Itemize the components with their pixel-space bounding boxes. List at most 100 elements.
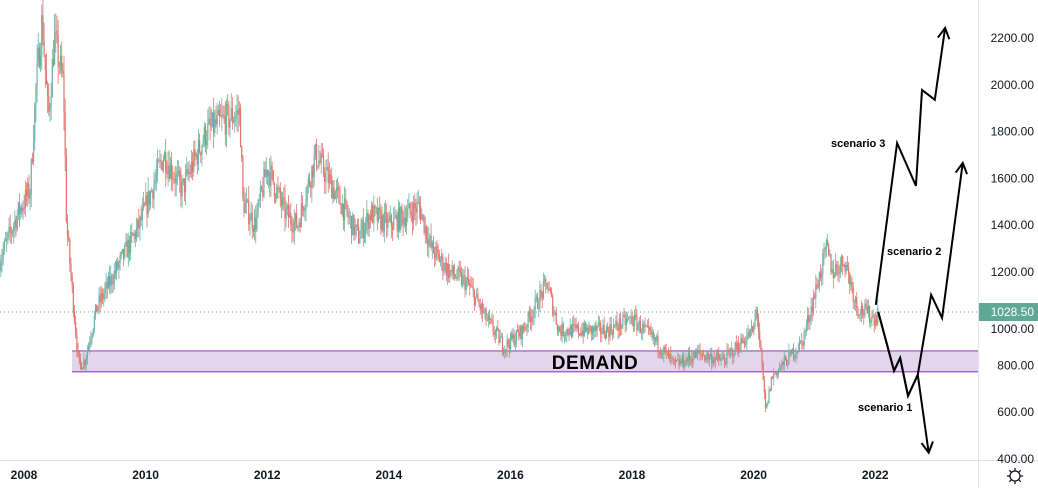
candle [644,317,646,333]
candle [386,204,388,238]
candle [373,195,375,232]
demand-zone[interactable] [72,350,979,372]
candle [607,322,609,333]
y-tick-label: 2200.00 [991,31,1035,45]
candle [410,201,412,222]
candle [697,345,699,361]
candle [262,177,264,202]
candle [835,252,837,277]
candle [624,311,626,333]
candle [500,332,502,338]
candle [22,200,24,220]
candle [844,261,846,278]
candle [532,309,534,326]
candle [593,325,595,340]
candle [803,327,805,352]
candle [861,303,864,319]
candle [464,266,466,298]
candle [365,216,367,244]
candle [348,208,350,225]
candle [498,328,500,346]
candle [355,224,357,238]
candle [575,317,577,333]
candle [203,121,205,148]
candle [531,308,533,332]
candle [805,319,808,336]
candle [615,315,617,330]
candle [242,154,244,202]
candle [127,232,129,267]
candle [28,174,30,204]
candle [151,187,153,193]
candle [44,54,46,88]
candle [321,142,323,158]
candle [117,257,119,271]
candle [462,268,464,289]
candle [477,287,479,302]
candle [724,353,726,369]
candle [849,271,851,295]
candle [460,266,463,287]
candle [670,346,672,366]
candle [770,376,772,391]
price-axis[interactable] [978,0,1038,488]
candle [45,52,48,85]
candle [289,204,291,218]
candle [175,166,177,197]
x-tick-label: 2016 [497,468,524,482]
candle [277,176,279,199]
candle [66,214,69,246]
candle [72,282,74,318]
candle [84,358,86,371]
candle [782,361,784,370]
candle [349,211,352,229]
scenario-1-arrow[interactable] [877,311,930,453]
candle [524,321,526,333]
candle [811,298,813,321]
y-tick-label: 1400.00 [991,218,1035,232]
candle [48,83,50,117]
candle [787,359,789,370]
candle [98,287,100,315]
candle [871,310,873,327]
candle [188,160,190,183]
candle [328,162,331,190]
candle [870,317,872,329]
candle [496,325,498,339]
candle [685,352,687,367]
candle [326,158,328,171]
candle [139,215,141,241]
candle [195,151,197,160]
candle [438,249,440,263]
candle [209,106,211,141]
gear-icon[interactable] [1007,468,1023,484]
candle [407,199,409,222]
candle [42,0,44,46]
candle [50,82,52,121]
candle [56,15,58,44]
candle [272,170,274,185]
candle [83,352,85,370]
candle [794,354,796,362]
candle [683,351,685,372]
time-axis[interactable] [0,461,978,488]
candle [459,260,461,277]
candle [481,299,484,322]
candle [402,210,404,236]
candle [297,225,299,232]
candle [826,234,829,247]
scenario-3-arrow[interactable] [874,27,947,306]
candle [646,319,649,329]
candle [135,217,138,243]
candle [863,308,865,325]
candle [167,151,169,187]
candle [341,194,343,217]
candle [445,257,447,282]
candle [676,359,678,363]
candle [259,180,262,208]
candle [376,197,378,231]
candle [443,262,445,276]
candle [608,326,610,345]
candle [507,338,509,348]
